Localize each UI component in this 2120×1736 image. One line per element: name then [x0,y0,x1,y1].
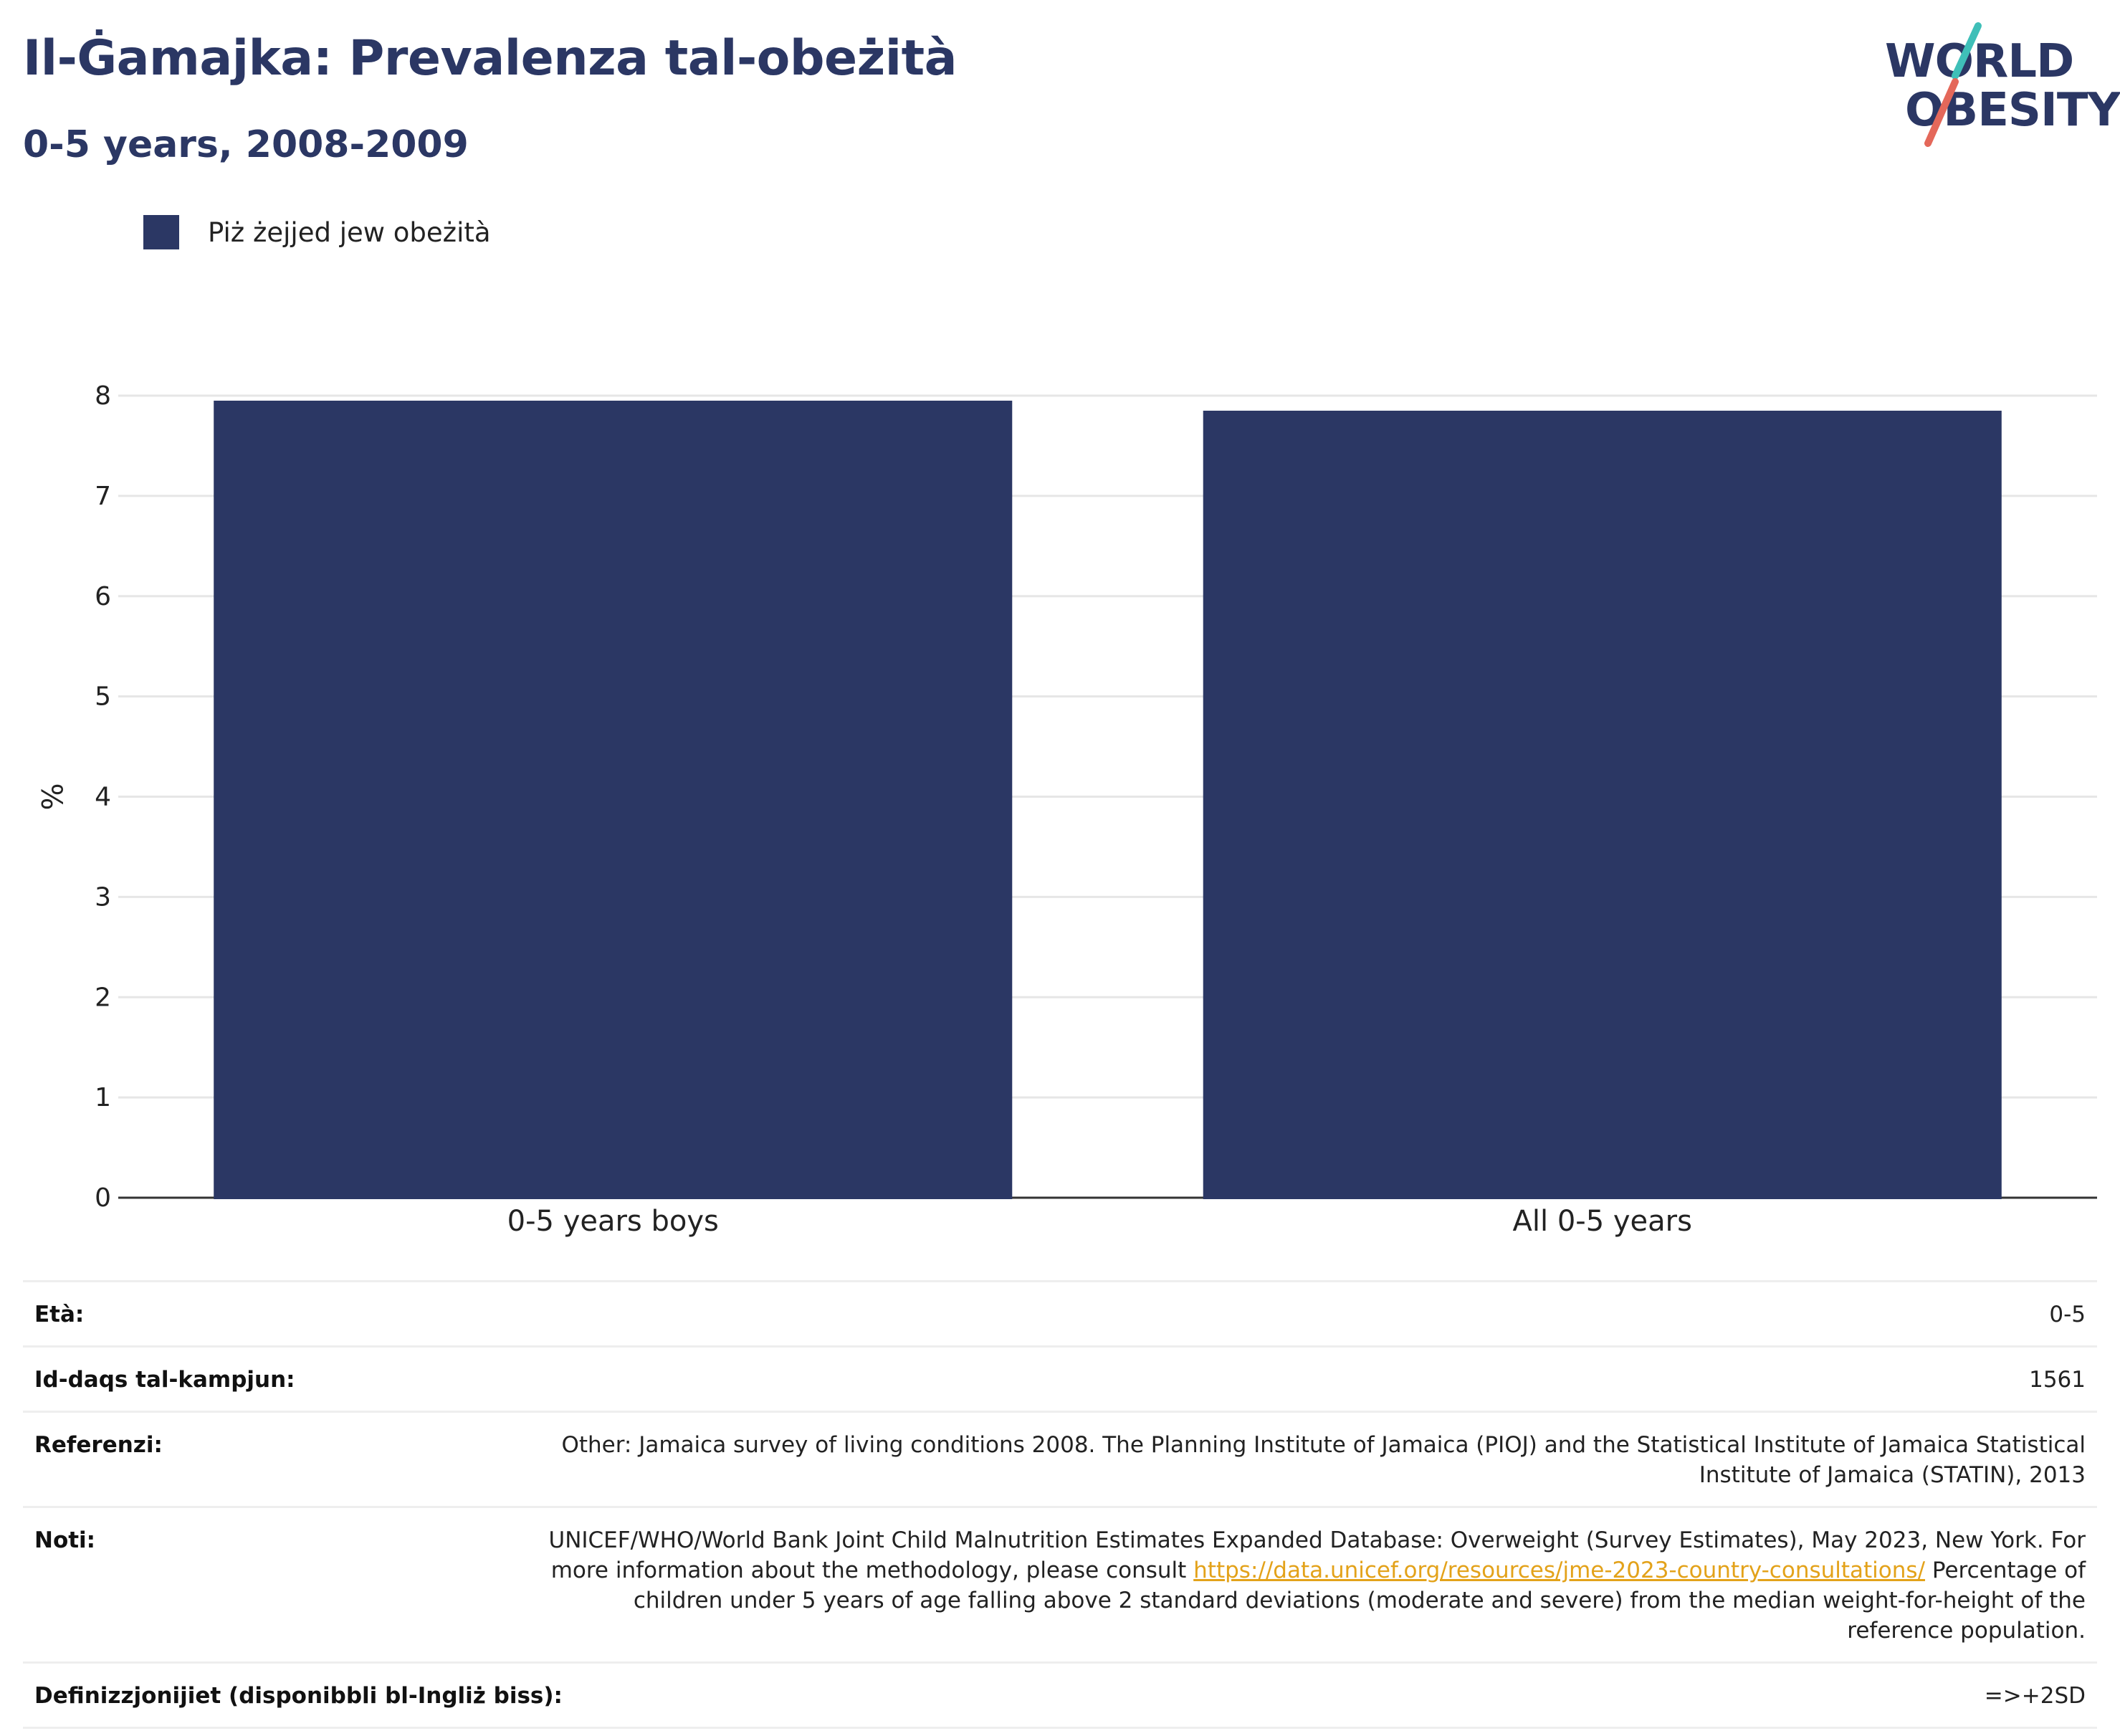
info-value: 0-5 [2049,1302,2086,1327]
info-key: Definizzjonijiet (disponibbli bl-Ingliż … [34,1683,563,1709]
info-row-definitions: Definizzjonijiet (disponibbli bl-Ingliż … [23,1661,2097,1729]
y-tick-label: 6 [95,582,111,611]
methodology-link[interactable]: https://data.unicef.org/resources/jme-20… [1193,1558,1926,1583]
notes-text-1: UNICEF/WHO/World Bank Joint Child Malnut… [548,1527,2086,1583]
info-table: Età: 0-5 Id-daqs tal-kampjun: 1561 Refer… [23,1280,2097,1729]
bar [214,400,1013,1199]
page-title: Il-Ġamajka: Prevalenza tal-obeżità [23,30,957,87]
info-value: UNICEF/WHO/World Bank Joint Child Malnut… [538,1525,2086,1646]
y-tick-label: 4 [95,783,111,812]
y-tick-label: 3 [95,882,111,912]
info-value: 1561 [2029,1367,2086,1393]
info-key: Id-daqs tal-kampjun: [34,1367,295,1393]
logo-line-1: WORLD [1885,35,2074,88]
x-axis-ticks: 0-5 years boys All 0-5 years [507,1205,1692,1238]
y-tick-label: 8 [95,381,111,411]
page-subtitle: 0-5 years, 2008-2009 [23,123,469,166]
logo-slash-icon [1924,22,1982,147]
bars [214,400,2002,1200]
info-row-sample-size: Id-daqs tal-kampjun: 1561 [23,1345,2097,1411]
info-value: =>+2SD [1984,1683,2086,1709]
y-tick-label: 0 [95,1183,111,1213]
chart-legend: Piż żejjed jew obeżità [143,215,491,249]
y-tick-label: 1 [95,1083,111,1112]
y-tick-label: 7 [95,482,111,511]
info-row-age: Età: 0-5 [23,1280,2097,1345]
y-tick-label: 2 [95,983,111,1012]
x-tick-label: 0-5 years boys [507,1205,719,1238]
info-key: Referenzi: [34,1432,163,1458]
info-row-references: Referenzi: Other: Jamaica survey of livi… [23,1411,2097,1506]
info-key: Noti: [34,1527,96,1553]
legend-swatch [143,215,179,249]
y-axis-label: % [34,783,67,810]
bar-chart: 0 1 2 3 4 5 6 7 8 0-5 years boys All 0-5 years % [34,381,2097,1238]
notes-text-2: Percentage of children under 5 years of … [633,1558,2086,1644]
info-key: Età: [34,1302,85,1327]
info-row-notes: Noti: UNICEF/WHO/World Bank Joint Child … [23,1506,2097,1661]
x-tick-label: All 0-5 years [1513,1205,1692,1238]
info-value: Other: Jamaica survey of living conditio… [561,1432,2086,1488]
legend-label: Piż żejjed jew obeżità [208,216,491,248]
y-tick-label: 5 [95,682,111,712]
bar [1203,410,2002,1200]
y-axis-ticks: 0 1 2 3 4 5 6 7 8 [95,381,111,1213]
